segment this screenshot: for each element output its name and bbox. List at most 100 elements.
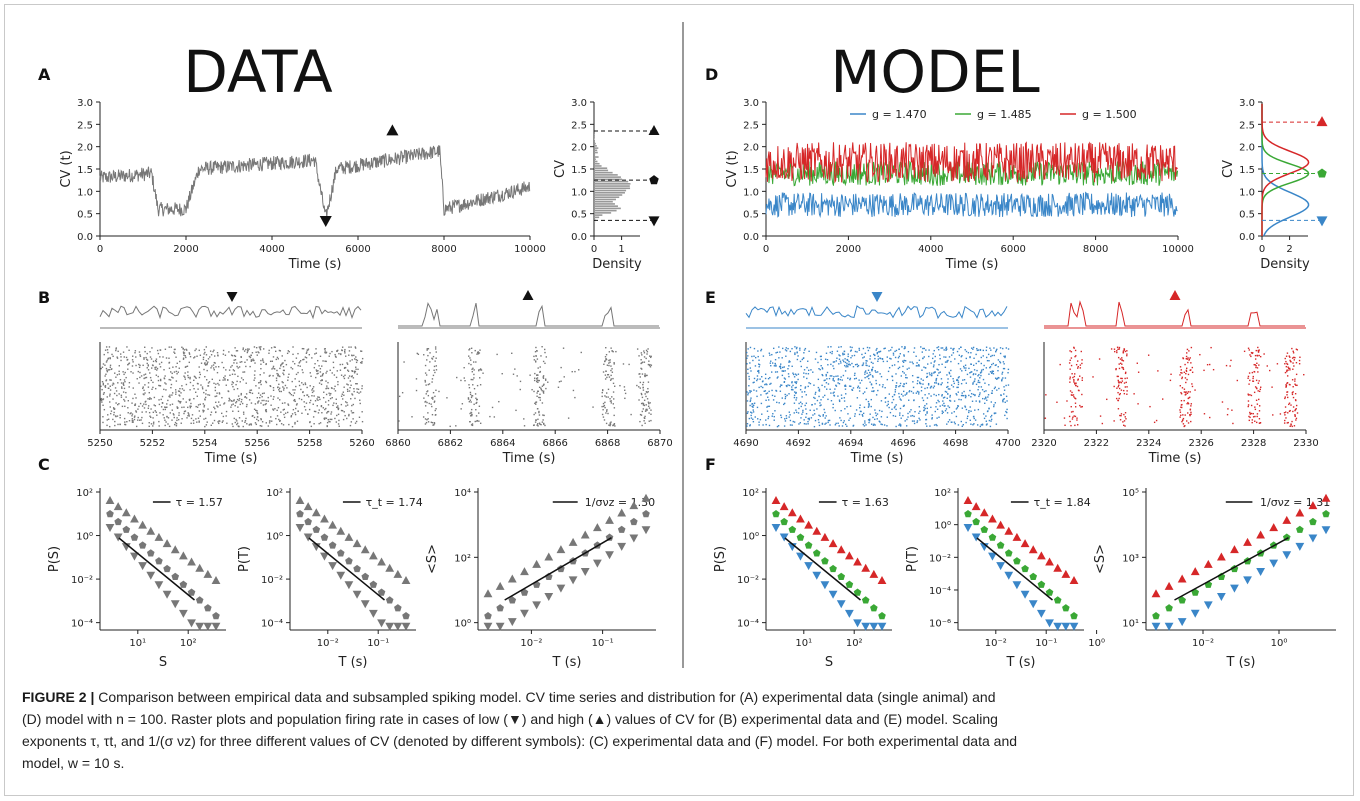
raster-model-low-spike	[992, 362, 995, 365]
raster-data-low-spike	[294, 378, 296, 380]
raster-model-low-spike	[906, 377, 908, 379]
raster-model-low-spike	[781, 384, 783, 386]
loglog-c3-point-pent	[484, 612, 492, 620]
loglog-c3-point-pent	[630, 517, 638, 526]
raster-data-high-spike	[534, 372, 536, 375]
raster-model-low-spike	[867, 406, 870, 408]
raster-data-low-spike	[207, 361, 209, 363]
raster-data-low-spike	[337, 413, 340, 416]
raster-model-low-spike	[789, 414, 791, 416]
loglog-f3-point-up	[1151, 589, 1161, 598]
loglog-c3-point-pent	[605, 533, 614, 541]
raster-model-high-spike	[1118, 393, 1121, 396]
raster-model-high-spike	[1292, 406, 1295, 408]
raster-model-high-spike	[1117, 381, 1120, 383]
loglog-f3-point-down	[1216, 593, 1226, 602]
raster-data-low-spike	[152, 381, 154, 384]
loglog-f1-point-pent	[812, 549, 821, 557]
loglog-c1-point-up	[203, 569, 213, 578]
loglog-c1-point-up	[105, 496, 115, 504]
raster-data-low-spike	[215, 366, 217, 368]
raster-model-low-spike	[789, 350, 792, 353]
raster-data-low-spike	[127, 364, 129, 366]
raster-model-low-spike	[753, 347, 756, 350]
raster-model-low-spike	[799, 360, 802, 363]
loglog-c2-point-down	[295, 524, 305, 532]
raster-model-low-spike	[926, 375, 929, 378]
raster-data-high-spike	[609, 423, 612, 425]
raster-model-high-spike	[1255, 421, 1258, 424]
raster-model-high-spike	[1288, 355, 1290, 357]
raster-data-low-spike	[321, 365, 323, 367]
raster-data-high-spike	[642, 383, 644, 386]
raster-model-high-spike	[1185, 381, 1187, 384]
loglog-c2-point-pent	[369, 580, 378, 588]
raster-data-low-xtick-label: 5258	[297, 438, 322, 449]
raster-data-low-spike	[174, 421, 177, 424]
loglog-f1-point-down	[836, 600, 846, 609]
raster-data-low-spike	[152, 417, 154, 419]
panel-d-ylabel: CV (t)	[725, 150, 740, 187]
raster-model-low-spike	[832, 392, 834, 394]
panel-d-ytick-label: 1.0	[743, 187, 759, 198]
raster-data-low-spike	[245, 405, 248, 408]
raster-model-low-spike	[869, 355, 872, 357]
raster-model-low-spike	[948, 419, 951, 421]
raster-model-high-spike	[1133, 393, 1135, 395]
raster-data-high-spike	[641, 354, 643, 356]
raster-model-low-spike	[973, 357, 975, 359]
raster-model-low-spike	[937, 369, 939, 371]
raster-model-low-spike	[833, 395, 836, 397]
raster-model-low-spike	[824, 358, 827, 360]
loglog-c1-point-pent	[155, 557, 163, 565]
raster-data-low-spike	[244, 419, 247, 422]
raster-data-high-spike	[562, 347, 565, 349]
raster-data-low-spike	[210, 411, 213, 413]
raster-model-low-spike	[990, 420, 992, 422]
raster-model-low-spike	[979, 372, 982, 374]
raster-model-low-spike	[903, 354, 905, 356]
raster-model-low-spike	[879, 421, 881, 423]
raster-data-low-spike	[198, 349, 200, 352]
raster-data-low-spike	[155, 358, 158, 360]
raster-data-low-spike	[329, 418, 331, 421]
triangle-down-marker	[1316, 216, 1328, 227]
raster-data-low-spike	[102, 398, 104, 401]
raster-data-low-spike	[113, 408, 116, 410]
raster-model-low-spike	[764, 377, 767, 380]
raster-data-low-spike	[327, 410, 330, 413]
raster-model-low-spike	[843, 350, 846, 353]
raster-data-low-spike	[257, 351, 259, 353]
raster-model-high-spike	[1077, 379, 1079, 381]
raster-data-high-spike	[433, 422, 436, 424]
raster-data-high-spike	[541, 385, 544, 387]
raster-model-low-spike	[1002, 377, 1004, 379]
raster-model-low-spike	[934, 371, 936, 373]
loglog-c1-point-pent	[146, 549, 155, 557]
raster-model-high-spike	[1257, 346, 1259, 349]
raster-data-high-spike	[649, 356, 652, 359]
raster-model-low-spike	[874, 409, 876, 411]
raster-data-high-spike	[605, 396, 608, 398]
raster-data-high-spike	[636, 348, 639, 350]
raster-model-high-spike	[1184, 414, 1186, 416]
raster-data-low-spike	[283, 408, 285, 411]
raster-model-high-spike	[1286, 382, 1288, 385]
raster-data-low-spike	[260, 363, 262, 365]
raster-model-high-spike	[1258, 398, 1260, 401]
raster-data-low-spike	[166, 406, 168, 408]
hist-a-ytick-label: 1.5	[571, 165, 587, 176]
loglog-c2-point-up	[368, 551, 378, 560]
raster-model-high-spike	[1122, 367, 1124, 369]
loglog-c2-point-up	[344, 532, 354, 541]
raster-data-high-spike	[435, 369, 438, 371]
raster-data-low-spike	[109, 379, 111, 381]
raster-model-high-spike	[1231, 409, 1233, 411]
raster-model-high-spike	[1291, 392, 1294, 394]
raster-data-high-spike	[567, 417, 570, 419]
raster-data-high-spike	[424, 381, 427, 383]
raster-data-low-spike	[353, 354, 355, 357]
raster-model-low-spike	[935, 382, 938, 384]
raster-data-high-spike	[605, 347, 607, 349]
raster-model-high-spike	[1188, 350, 1190, 352]
